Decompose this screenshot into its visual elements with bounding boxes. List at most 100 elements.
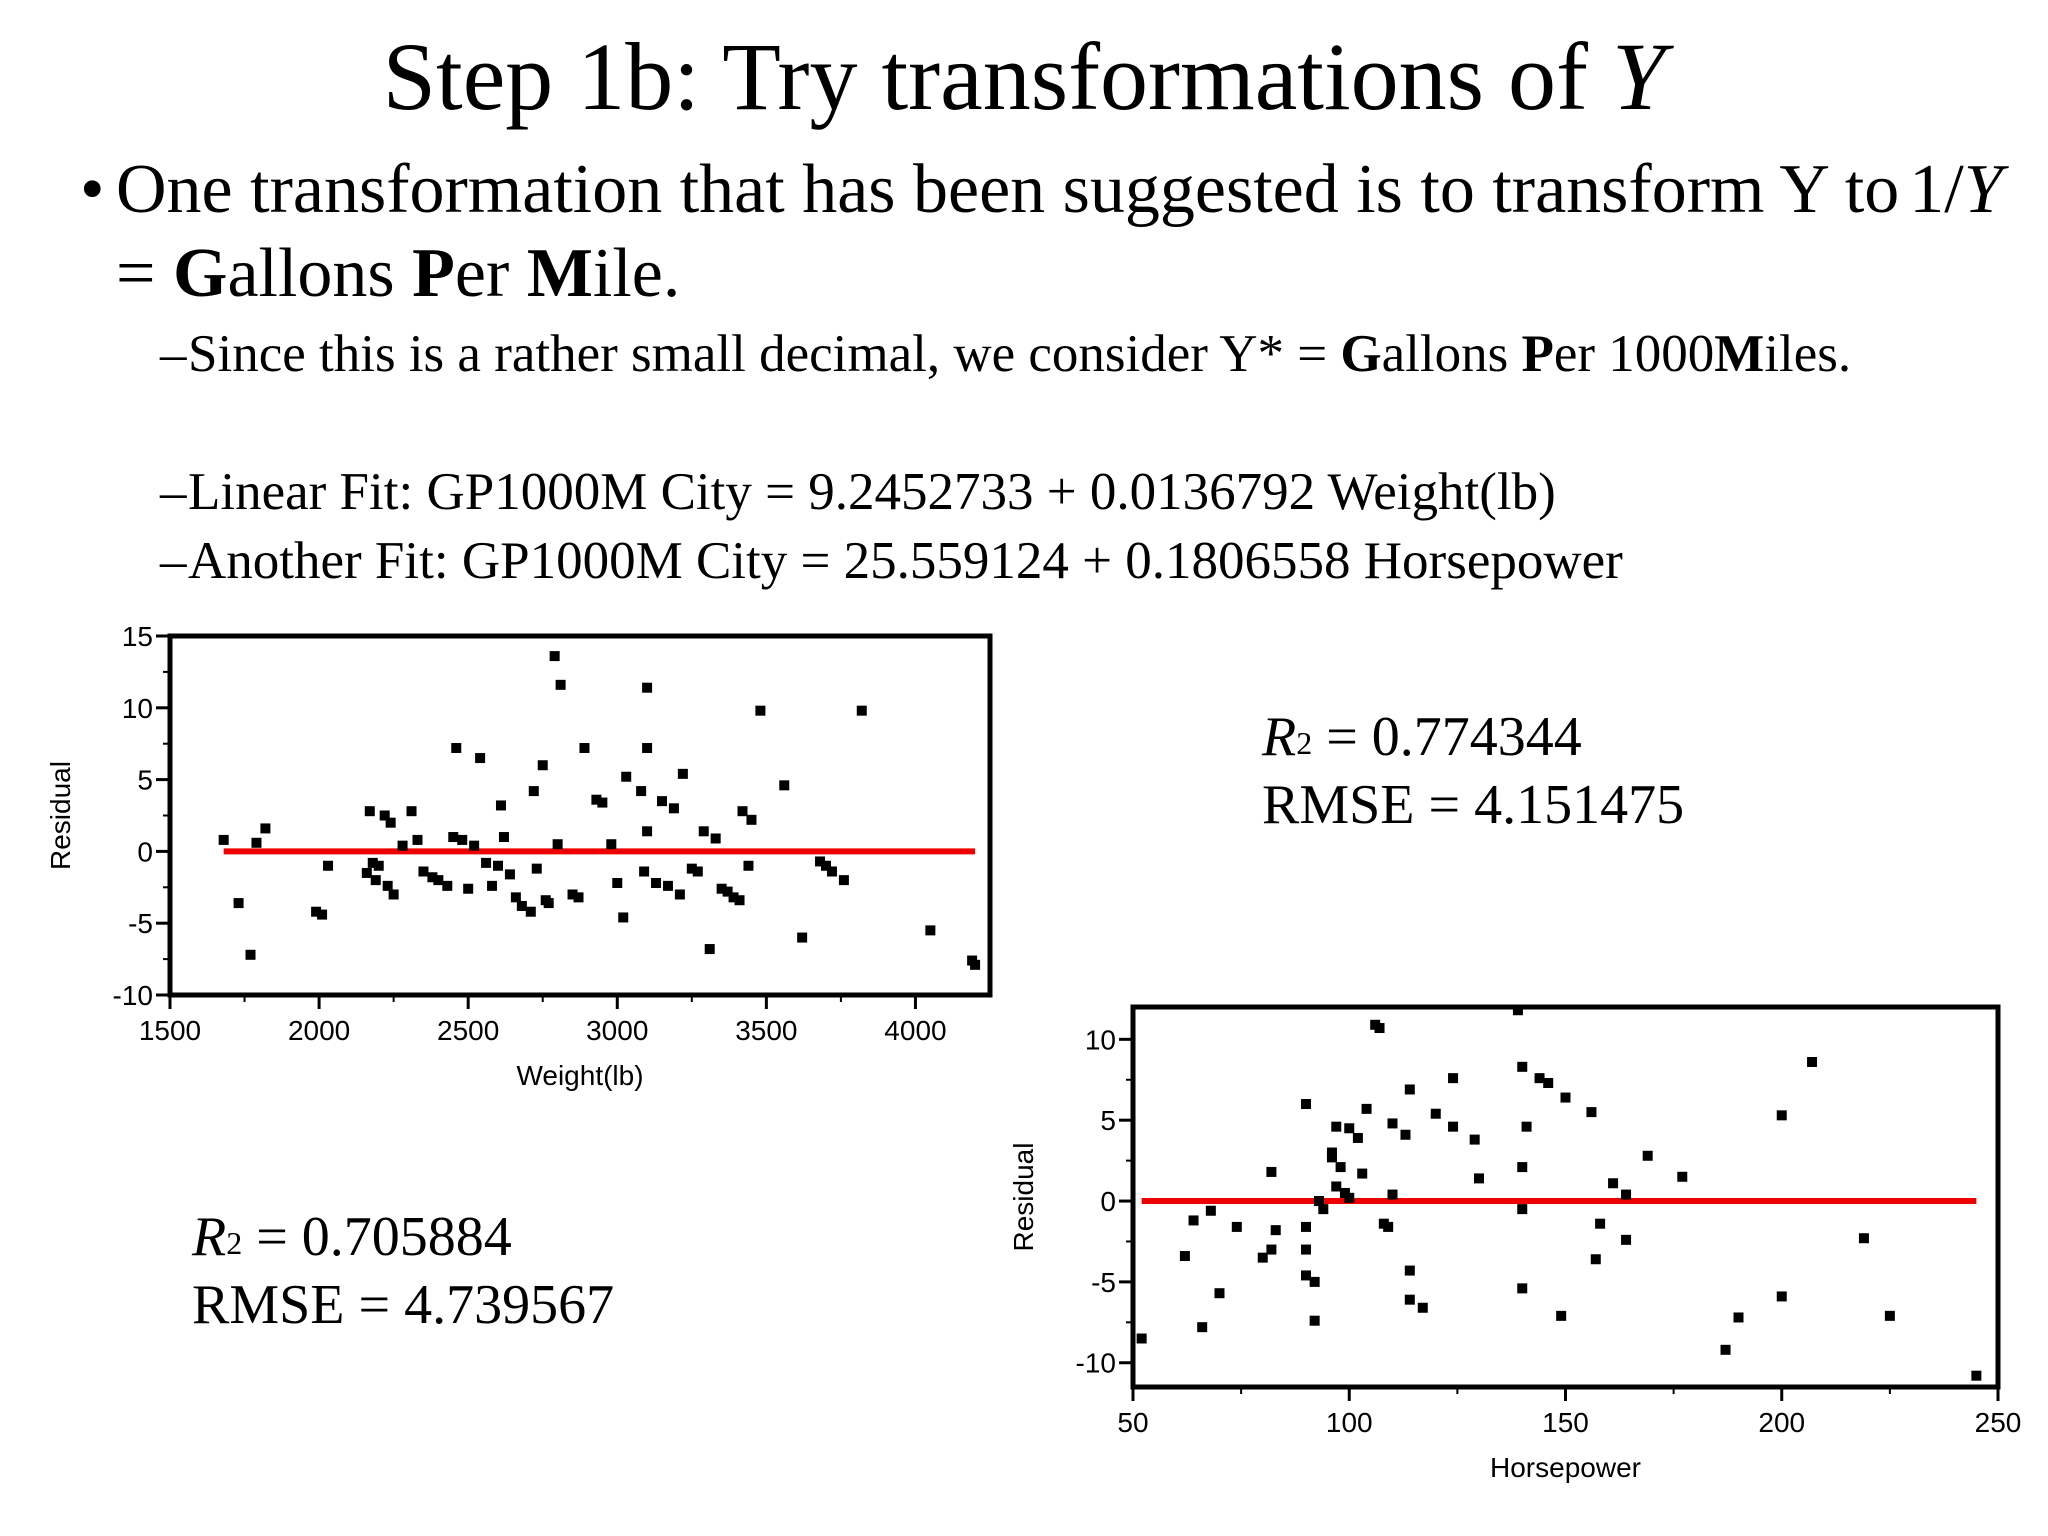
sub1-p-rest: er 1000: [1553, 325, 1715, 383]
data-point: [692, 866, 703, 877]
title-prefix: Step 1b: Try transformations of: [382, 23, 1612, 130]
main-bullet: • One transformation that has been sugge…: [80, 148, 2020, 316]
plot-frame: [1130, 1004, 2001, 1390]
data-point: [1309, 1315, 1320, 1326]
sub1-g-rest: allons: [1381, 325, 1522, 383]
y-tick-label: 5: [137, 765, 153, 796]
data-point: [1642, 1150, 1653, 1161]
data-point: [1517, 1162, 1528, 1173]
data-point: [815, 856, 826, 867]
data-point: [651, 877, 662, 888]
data-point: [1621, 1234, 1632, 1245]
data-point: [573, 892, 584, 903]
data-point: [1231, 1221, 1242, 1232]
data-point: [1301, 1221, 1311, 1232]
data-point: [1387, 1189, 1398, 1200]
data-point: [493, 860, 503, 871]
data-point: [606, 839, 617, 850]
title-variable: Y: [1611, 23, 1666, 130]
data-point: [1884, 1310, 1895, 1321]
data-point: [516, 900, 527, 911]
data-point: [925, 925, 936, 936]
sub-bullet-scaling: – Since this is a rather small decimal, …: [160, 320, 2020, 389]
data-point: [686, 863, 697, 874]
data-point: [821, 860, 831, 871]
sub-bullet-another-fit: – Another Fit: GP1000M City = 25.559124 …: [160, 527, 2020, 596]
x-axis-label: Horsepower: [1490, 1452, 1641, 1483]
data-point: [1331, 1181, 1342, 1192]
data-point: [1335, 1162, 1346, 1173]
data-point: [385, 817, 396, 828]
data-point: [1776, 1110, 1787, 1121]
data-point: [1430, 1108, 1441, 1119]
data-point: [755, 705, 766, 716]
data-point: [367, 857, 378, 868]
data-point: [260, 823, 271, 834]
data-point: [487, 880, 498, 891]
y-tick-label: 15: [122, 621, 153, 652]
data-point: [1720, 1344, 1731, 1355]
data-point: [531, 863, 542, 874]
data-point: [642, 826, 653, 837]
y-tick-label: -10: [113, 980, 153, 1011]
data-point: [722, 886, 733, 897]
data-point: [1448, 1121, 1459, 1132]
data-point: [677, 768, 688, 779]
data-point: [1197, 1322, 1208, 1333]
x-tick-label: 2000: [288, 1015, 350, 1046]
data-point: [1517, 1061, 1528, 1072]
data-point: [662, 880, 673, 891]
data-point: [597, 797, 608, 808]
gpm-p-rest: er: [454, 235, 527, 312]
data-point: [1301, 1099, 1311, 1110]
data-point: [382, 880, 393, 891]
data-point: [388, 889, 399, 900]
data-point: [621, 771, 632, 782]
data-point: [469, 840, 480, 851]
data-point: [674, 889, 685, 900]
data-point: [323, 860, 334, 871]
data-point: [1344, 1123, 1355, 1134]
data-point: [418, 866, 429, 877]
data-point: [970, 959, 981, 970]
data-point: [463, 883, 474, 894]
x-axis-label: Weight(lb): [516, 1060, 643, 1091]
data-point: [1357, 1168, 1368, 1179]
data-point: [728, 892, 739, 903]
data-point: [636, 786, 647, 797]
rmse-line: RMSE = 4.151475: [1262, 774, 1685, 836]
data-point: [1374, 1023, 1385, 1034]
data-point: [1858, 1233, 1869, 1244]
y-tick-label: 10: [1085, 1024, 1116, 1055]
y-axis-label: Residual: [1008, 1143, 1039, 1252]
data-point: [797, 932, 808, 943]
data-point: [1776, 1291, 1787, 1302]
r-symbol: R: [192, 1206, 227, 1268]
data-point: [1521, 1121, 1532, 1132]
data-point: [406, 806, 417, 817]
r-squared-value: = 0.705884: [242, 1206, 512, 1268]
data-point: [1313, 1196, 1324, 1207]
data-point: [1512, 1005, 1523, 1016]
data-point: [1469, 1134, 1480, 1145]
sub1-g: G: [1340, 325, 1382, 383]
linear-fit-equation: Linear Fit: GP1000M City = 9.2452733 + 0…: [188, 463, 1556, 521]
data-point: [856, 705, 867, 716]
data-point: [1257, 1252, 1268, 1263]
data-point: [364, 806, 375, 817]
x-tick-label: 3000: [586, 1015, 648, 1046]
gpm-m-rest: ile.: [592, 235, 681, 312]
r-symbol: R: [1262, 706, 1297, 768]
data-point: [1448, 1073, 1459, 1084]
y-tick-label: 5: [1100, 1105, 1116, 1136]
data-point: [1517, 1204, 1528, 1215]
data-point: [1474, 1173, 1484, 1184]
data-point: [495, 800, 506, 811]
x-tick-label: 150: [1542, 1407, 1589, 1438]
dash-marker: –: [160, 463, 187, 521]
bullet-marker: •: [80, 151, 105, 228]
data-point: [1266, 1166, 1277, 1177]
y-tick-label: 0: [137, 836, 153, 867]
data-point: [668, 803, 679, 814]
